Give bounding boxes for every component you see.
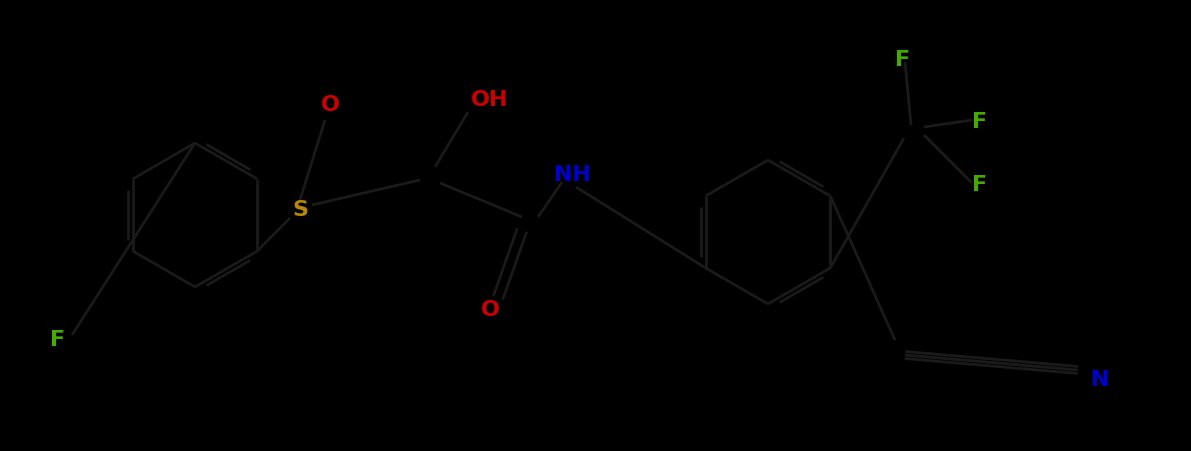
Text: O: O (480, 300, 499, 320)
Text: F: F (50, 330, 66, 350)
Text: O: O (320, 95, 339, 115)
Text: NH: NH (554, 165, 591, 185)
Text: OH: OH (472, 90, 509, 110)
Text: F: F (896, 50, 911, 70)
Text: S: S (292, 200, 308, 220)
Text: F: F (972, 112, 987, 132)
Text: N: N (1091, 370, 1109, 390)
Text: F: F (972, 175, 987, 195)
